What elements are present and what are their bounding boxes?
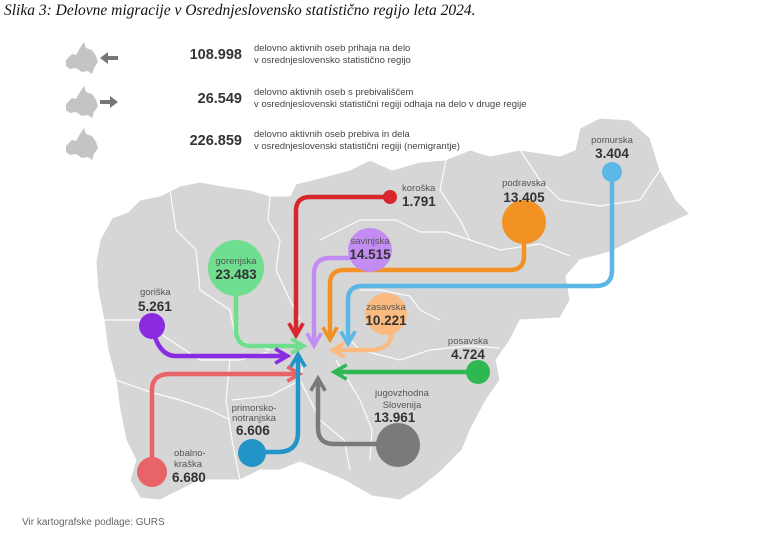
gorenjska-value: 23.483 — [215, 267, 257, 282]
zasavska-circle — [365, 293, 407, 335]
legend-nonmigrants-value: 226.859 — [189, 133, 242, 149]
savinjska-circle — [348, 228, 392, 272]
podravska-label: podravska — [502, 178, 546, 189]
pomurska-value: 3.404 — [595, 146, 629, 161]
jugovzhodna-label-2: Slovenija — [382, 400, 422, 411]
legend-inbound-text: delovno aktivnih oseb prihaja na delo v … — [254, 43, 411, 66]
region-icon — [66, 128, 98, 160]
podravska-value: 13.405 — [503, 190, 545, 205]
jugovzhodna-value: 13.961 — [374, 410, 416, 425]
koroska-value: 1.791 — [402, 194, 436, 209]
podravska-circle — [502, 200, 546, 244]
legend-nonmigrants: 226.859 delovno aktivnih oseb prebiva in… — [62, 124, 522, 164]
gorenjska-label: gorenjska — [215, 256, 257, 267]
figure-caption: Slika 3: Delovne migracije v Osrednjeslo… — [4, 2, 476, 19]
savinjska-label: savinjska — [350, 236, 390, 247]
pomurska-circle — [602, 162, 622, 182]
region-inbound-arrow-icon — [66, 42, 118, 74]
source-note: Vir kartografske podlage: GURS — [22, 517, 165, 528]
jugovzhodna-label-1: jugovzhodna — [375, 388, 429, 399]
jugovzhodna-circle — [376, 423, 420, 467]
legend-outbound: 26.549 delovno aktivnih oseb s prebivali… — [62, 82, 527, 122]
obalno-label-2: kraška — [174, 459, 202, 470]
posavska-value: 4.724 — [451, 347, 485, 362]
legend-nonmigrants-text: delovno aktivnih oseb prebiva in dela v … — [254, 129, 460, 152]
savinjska-value: 14.515 — [349, 247, 391, 262]
goriska-value: 5.261 — [138, 299, 172, 314]
region-outbound-arrow-icon — [66, 86, 118, 118]
koroska-circle — [383, 190, 397, 204]
pomurska-label: pomurska — [591, 135, 633, 146]
primorsko-value: 6.606 — [236, 423, 270, 438]
obalno-label-1: obalno- — [174, 448, 206, 459]
legend-inbound-value: 108.998 — [189, 47, 242, 63]
goriska-circle — [139, 313, 165, 339]
primorsko-label-1: primorsko- — [231, 403, 277, 414]
posavska-label: posavska — [447, 336, 489, 347]
legend-outbound-value: 26.549 — [197, 91, 242, 107]
primorsko-label-2: notranjska — [232, 413, 276, 424]
koroska-label: koroška — [402, 183, 436, 194]
legend-inbound: 108.998 delovno aktivnih oseb prihaja na… — [62, 38, 522, 78]
zasavska-value: 10.221 — [365, 313, 407, 328]
legend-outbound-text: delovno aktivnih oseb s prebivališčem v … — [254, 87, 527, 110]
goriska-label: goriška — [140, 287, 171, 298]
obalno-value: 6.680 — [172, 470, 206, 485]
posavska-circle — [466, 360, 490, 384]
zasavska-label: zasavska — [366, 302, 406, 313]
primorsko-circle — [238, 439, 266, 467]
obalno-circle — [137, 457, 167, 487]
gorenjska-circle — [208, 240, 264, 296]
